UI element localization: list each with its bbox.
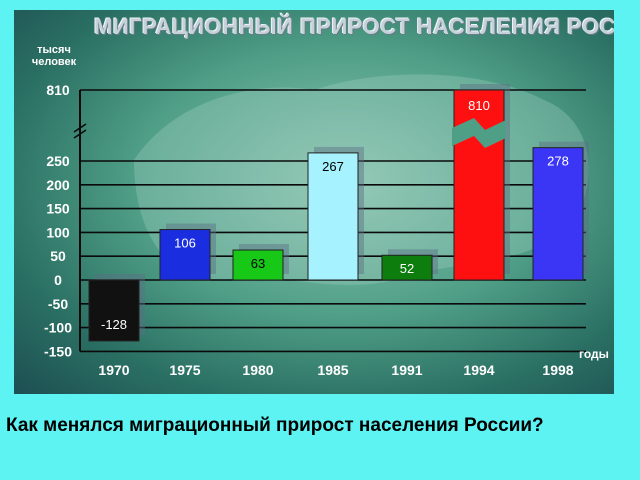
bar-value-label: 52 — [400, 261, 414, 276]
bar — [159, 229, 211, 281]
x-tick-label: 1991 — [391, 362, 422, 378]
y-tick-label: 810 — [46, 82, 70, 98]
y-tick-label: 100 — [46, 224, 70, 240]
question-caption: Как менялся миграционный прирост населен… — [6, 415, 544, 436]
axis-break-mark — [73, 123, 87, 133]
y-tick-label: 200 — [46, 177, 70, 193]
bar-value-label: 810 — [468, 98, 490, 113]
y-tick-label: -100 — [44, 320, 72, 336]
x-tick-label: 1985 — [317, 362, 348, 378]
x-tick-label: 1998 — [542, 362, 573, 378]
bar-value-label: 106 — [174, 236, 196, 251]
y-tick-label: 0 — [54, 272, 62, 288]
x-tick-label: 1994 — [463, 362, 494, 378]
x-tick-label: 1970 — [98, 362, 129, 378]
y-tick-label: -50 — [48, 296, 68, 312]
y-tick-label: 250 — [46, 153, 70, 169]
chart-title: МИГРАЦИОННЫЙ ПРИРОСТ НАСЕЛЕНИЯ РОССИИ — [94, 14, 614, 39]
bar — [453, 89, 505, 281]
axis-break-mark — [73, 129, 87, 139]
bar-break-gap — [452, 118, 506, 148]
x-axis-unit-label: годы — [579, 347, 609, 361]
bar-value-label: -128 — [101, 317, 127, 332]
x-tick-label: 1980 — [242, 362, 273, 378]
chart-panel: 810 250 200 150 100 50 0 -50 -100 -150 -128 1970 106… — [14, 10, 614, 394]
bar — [232, 249, 284, 281]
y-tick-label: 150 — [46, 201, 70, 217]
bar-value-label: 278 — [547, 154, 569, 169]
x-tick-label: 1975 — [169, 362, 200, 378]
bar-chart: 810 250 200 150 100 50 0 -50 -100 -150 -128 1970 106… — [44, 74, 609, 378]
y-axis-unit-label: тысяч человек — [31, 44, 77, 68]
bar-value-label: 63 — [251, 256, 265, 271]
bar-value-label: 267 — [322, 159, 344, 174]
bar — [381, 254, 433, 281]
bar — [307, 152, 359, 281]
bar — [532, 147, 584, 281]
y-tick-label: -150 — [44, 343, 72, 359]
bar — [88, 279, 140, 342]
y-tick-label: 50 — [50, 248, 66, 264]
